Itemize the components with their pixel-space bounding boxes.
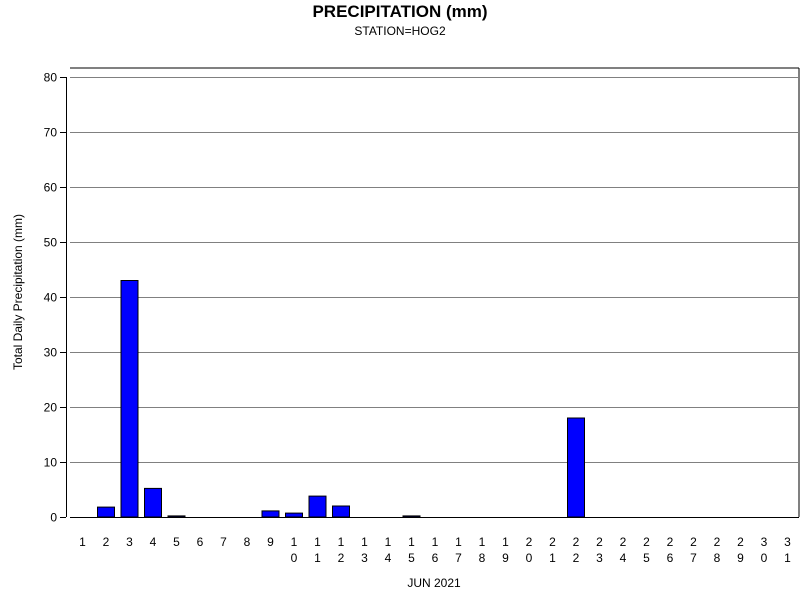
bar-day-15: [402, 515, 421, 518]
x-axis-label: JUN 2021: [407, 576, 461, 590]
y-axis: 0 10 20 30 40 50 60 70 80: [44, 71, 67, 525]
x-tick-label: 2: [103, 535, 110, 549]
x-tick-label: 8: [244, 535, 251, 549]
y-tick-label: 10: [44, 456, 58, 470]
x-tick-label: 1: [79, 535, 86, 549]
x-tick-label: 9: [267, 535, 274, 549]
x-tick-label: 7: [220, 535, 227, 549]
y-tick-label: 60: [44, 181, 58, 195]
y-tick-label: 50: [44, 236, 58, 250]
x-tick-label: 3: [126, 535, 133, 549]
y-tick-label: 80: [44, 71, 58, 85]
y-tick-label: 30: [44, 346, 58, 360]
bar-day-5: [167, 515, 186, 518]
bar-day-9: [261, 510, 280, 518]
bar-day-22: [567, 417, 585, 518]
x-axis: 1 2 3 4 5 6 7 8 9 1 01 11 21 31 41 51 61 71 81 92 02 12 22 32 42…: [70, 517, 799, 565]
chart-subtitle: STATION=HOG2: [354, 24, 446, 38]
bar-day-11: [308, 495, 327, 518]
gridlines: [70, 67, 800, 518]
x-tick-label: 4: [150, 535, 157, 549]
bar-day-3: [120, 280, 139, 518]
bar-day-2: [97, 506, 115, 518]
bar-day-10: [285, 512, 303, 518]
y-tick-label: 0: [50, 511, 57, 525]
bar-day-4: [144, 487, 162, 518]
x-tick-label: 6: [197, 535, 204, 549]
y-tick-label: 20: [44, 401, 58, 415]
y-tick-label: 40: [44, 291, 58, 305]
bar-day-12: [332, 505, 350, 518]
y-axis-label: Total Daily Precipitation (mm): [11, 214, 25, 370]
bars: [97, 280, 585, 518]
y-tick-label: 70: [44, 126, 58, 140]
x-tick-label: 5: [173, 535, 180, 549]
chart-title: PRECIPITATION (mm): [312, 2, 487, 21]
